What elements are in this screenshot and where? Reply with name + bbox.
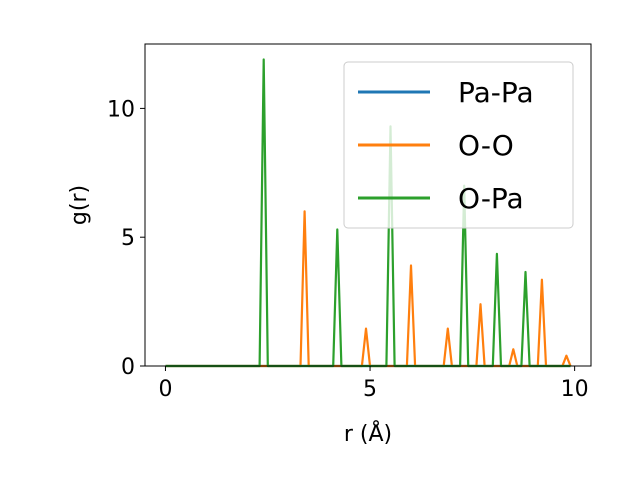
legend-label: O-O (458, 129, 514, 162)
y-tick-label: 5 (121, 226, 135, 251)
x-tick-label: 5 (363, 377, 377, 402)
legend-label: O-Pa (458, 182, 524, 215)
y-axis: 0 5 10 (107, 97, 145, 380)
legend-label: Pa-Pa (458, 76, 534, 109)
plot-frame (144, 43, 592, 367)
y-tick-label: 10 (107, 97, 135, 122)
x-tick-label: 10 (561, 377, 589, 402)
legend-box (343, 61, 574, 229)
legend: Pa-Pa O-O O-Pa (343, 61, 574, 229)
y-tick-label: 0 (121, 355, 135, 380)
x-tick-label: 0 (158, 377, 172, 402)
y-axis-label: g(r) (67, 185, 92, 225)
x-axis: 0 5 10 (158, 366, 589, 402)
x-axis-label: r (Å) (344, 420, 392, 447)
